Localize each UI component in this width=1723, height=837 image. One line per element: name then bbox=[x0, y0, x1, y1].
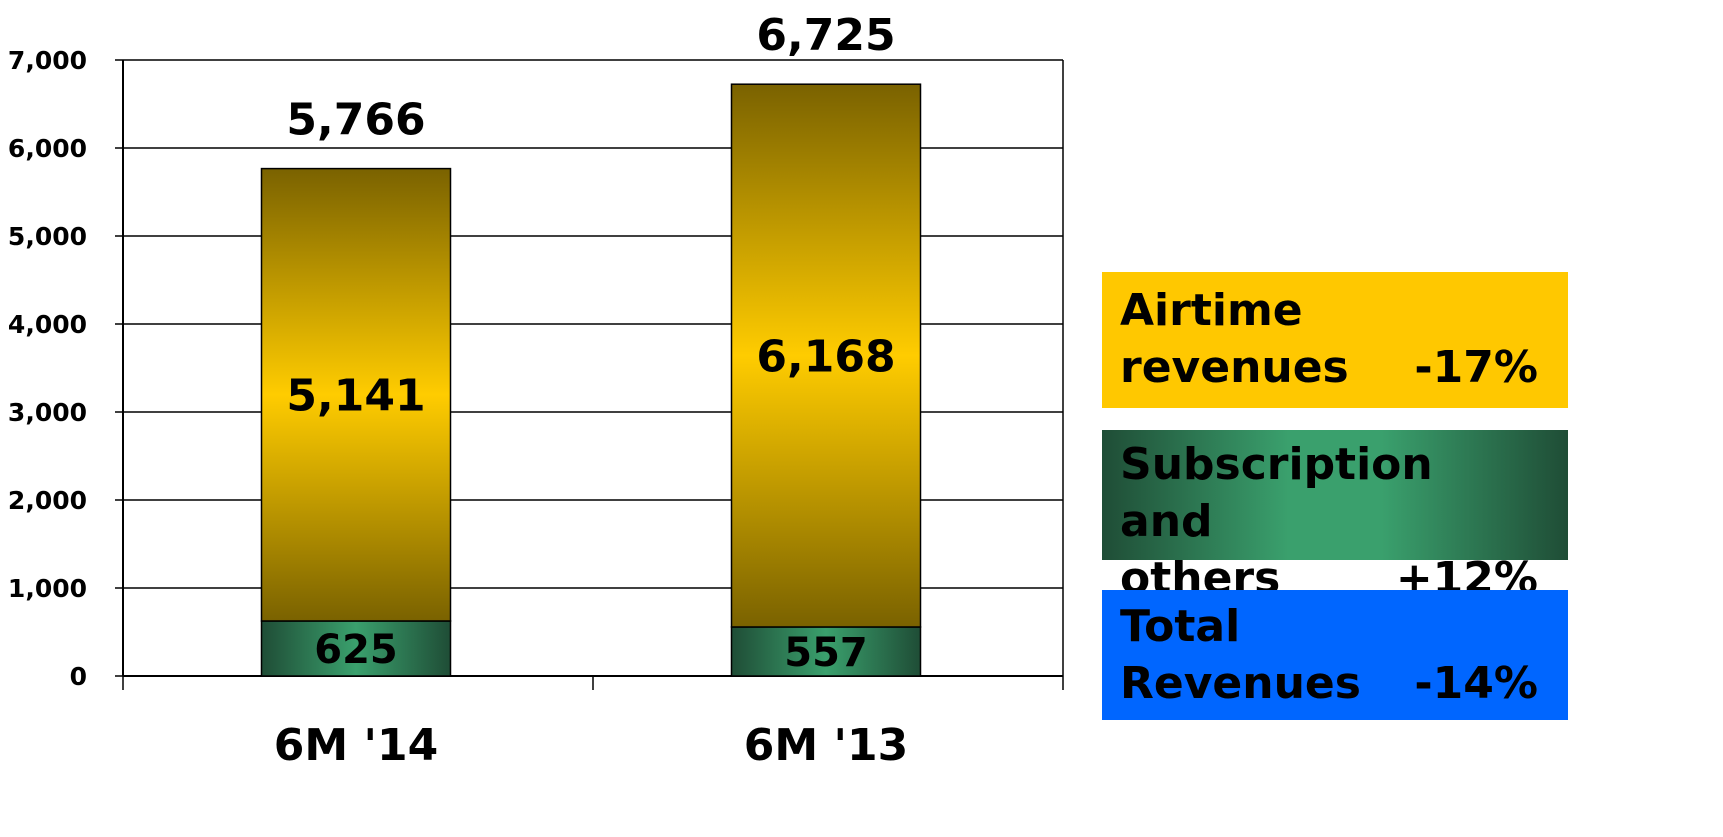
bar-subscription-label: 557 bbox=[784, 630, 868, 676]
bar-airtime bbox=[260, 167, 452, 622]
y-tick-label: 4,000 bbox=[8, 310, 87, 339]
bar-subscription-label: 625 bbox=[314, 627, 398, 673]
y-tick-label: 6,000 bbox=[8, 134, 87, 163]
bar-total-label: 6,725 bbox=[756, 10, 895, 61]
legend-total-change: -14% bbox=[1414, 658, 1538, 709]
bar-airtime-label: 5,141 bbox=[286, 371, 425, 422]
bar-total-label: 5,766 bbox=[286, 95, 425, 146]
y-tick-label: 3,000 bbox=[8, 398, 87, 427]
y-tick-label: 5,000 bbox=[8, 222, 87, 251]
y-tick-label: 7,000 bbox=[8, 46, 87, 75]
bar-subscription bbox=[260, 620, 452, 677]
legend-airtime-change: -17% bbox=[1414, 342, 1538, 393]
legend-airtime-row: revenues -17% bbox=[1120, 339, 1538, 396]
bar-airtime bbox=[730, 83, 922, 628]
stacked-bar-chart: 0 1,000 2,000 3,000 4,000 5,000 6,000 7,000 625 5… bbox=[8, 10, 1064, 771]
x-category-label: 6M '13 bbox=[744, 720, 908, 771]
bar-airtime-label: 6,168 bbox=[756, 331, 895, 382]
x-category-label: 6M '14 bbox=[274, 720, 438, 771]
legend-subscription-line1: Subscription and bbox=[1120, 439, 1433, 547]
legend-total-label: Revenues bbox=[1120, 658, 1361, 709]
legend-total-row: Revenues -14% bbox=[1120, 655, 1538, 712]
y-tick-label: 1,000 bbox=[8, 574, 87, 603]
legend-total-revenues: Total Revenues -14% bbox=[1102, 590, 1568, 720]
y-tick-label: 0 bbox=[70, 662, 87, 691]
legend-total-line1: Total bbox=[1120, 601, 1241, 652]
legend-airtime-revenues: Airtime revenues -17% bbox=[1102, 272, 1568, 408]
legend-airtime-label: revenues bbox=[1120, 342, 1349, 393]
legend-airtime-line1: Airtime bbox=[1120, 285, 1303, 336]
legend-subscription-others: Subscription and others +12% bbox=[1102, 430, 1568, 604]
y-tick-label: 2,000 bbox=[8, 486, 87, 515]
